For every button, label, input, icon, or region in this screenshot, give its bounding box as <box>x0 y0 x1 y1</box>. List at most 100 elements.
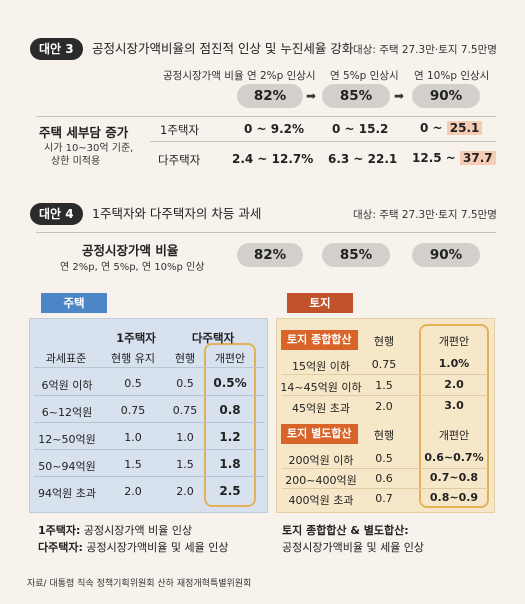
alt4-title: 1주택자와 다주택자의 차등 과세 <box>92 206 262 221</box>
house-h-std: 과세표준 <box>45 352 87 365</box>
note-multi: 다주택자: 공정시장가액비율 및 세율 인상 <box>38 541 229 554</box>
ratio-note: 연 2%p, 연 5%p, 연 10%p 인상 <box>60 262 205 273</box>
house-row-reform: 0.5% <box>213 376 247 390</box>
land-comp-std: 45억원 초과 <box>292 402 350 415</box>
burden-note-1: 시가 10~30억 기준, <box>44 143 134 154</box>
land-comp-current: 1.5 <box>375 379 393 392</box>
one-10p: 0 ~ 25.1 <box>420 121 483 135</box>
multi-5p: 6.3 ~ 22.1 <box>328 152 398 166</box>
house-table <box>29 318 268 513</box>
land-sep-reform: 0.7~0.8 <box>429 471 479 484</box>
land-h-current: 현행 <box>373 335 395 348</box>
land-comp-tag: 토지 종합합산 <box>281 330 358 350</box>
land-comp-current: 0.75 <box>371 358 397 371</box>
divider <box>282 395 488 396</box>
multi-2p: 2.4 ~ 12.7% <box>232 152 314 166</box>
house-row-current: 1.5 <box>176 458 194 471</box>
land-sep-std: 200억원 이하 <box>288 454 354 467</box>
alt3-title: 공정시장가액비율의 점진적 인상 및 누진세율 강화 <box>92 41 354 56</box>
land-comp-current: 2.0 <box>375 400 393 413</box>
alt3-col-header-2: 연 5%p 인상시 <box>330 70 399 82</box>
land-reform-outline <box>419 324 489 508</box>
one-10p-highlight: 25.1 <box>446 121 483 135</box>
alt3-pill-82: 82% <box>237 84 303 108</box>
alt3-col-header-3: 연 10%p 인상시 <box>414 70 490 82</box>
house-h-multi: 다주택자 <box>191 331 235 345</box>
land-sep-tag: 토지 별도합산 <box>281 424 358 444</box>
divider <box>36 116 496 117</box>
divider <box>34 422 264 423</box>
alt4-pill-85: 85% <box>322 243 390 267</box>
alt3-pill-85: 85% <box>322 84 390 108</box>
house-h-keep: 현행 유지 <box>111 352 155 365</box>
divider <box>282 468 488 469</box>
source: 자료/ 대통령 직속 정책기획위원회 산하 재정개혁특별위원회 <box>27 579 252 589</box>
alt4-target: 대상: 주택 27.3만·토지 7.5만명 <box>353 209 497 221</box>
house-h-current: 현행 <box>174 352 196 365</box>
burden-title: 주택 세부담 증가 <box>39 125 129 140</box>
divider <box>34 395 264 396</box>
alt4-pill-90: 90% <box>412 243 480 267</box>
land-table <box>276 318 495 513</box>
divider <box>282 488 488 489</box>
house-row-reform: 2.5 <box>219 484 241 498</box>
note-land-label: 토지 종합합산 & 별도합산: <box>282 524 409 537</box>
alt3-col-header-1: 공정시장가액 비율 연 2%p 인상시 <box>163 70 316 82</box>
land-sep-current: 0.6 <box>375 472 393 485</box>
house-row-current: 2.0 <box>176 485 194 498</box>
land-comp-reform: 2.0 <box>444 378 464 391</box>
house-row-keep: 1.0 <box>124 431 142 444</box>
one-2p: 0 ~ 9.2% <box>244 122 305 136</box>
alt3-pill-90: 90% <box>412 84 480 108</box>
divider <box>150 141 496 142</box>
divider <box>36 232 496 233</box>
land-sep-h-current: 현행 <box>373 429 395 442</box>
house-row-std: 6~12억원 <box>41 406 93 419</box>
house-tag: 주택 <box>41 293 107 313</box>
house-row-keep: 0.5 <box>124 377 142 390</box>
land-sep-reform: 0.8~0.9 <box>429 491 479 504</box>
divider <box>34 476 264 477</box>
alt4-badge: 대안 4 <box>30 203 83 225</box>
row-label-multi: 다주택자 <box>158 153 201 167</box>
land-h-reform: 개편안 <box>438 335 470 348</box>
land-sep-current: 0.5 <box>375 452 393 465</box>
land-sep-h-reform: 개편안 <box>438 429 470 442</box>
land-comp-reform: 3.0 <box>444 399 464 412</box>
land-sep-reform: 0.6~0.7% <box>424 451 484 464</box>
house-row-current: 1.0 <box>176 431 194 444</box>
land-sep-std: 200~400억원 <box>285 474 357 487</box>
house-row-current: 0.5 <box>176 377 194 390</box>
one-5p: 0 ~ 15.2 <box>332 122 389 136</box>
house-row-reform: 0.8 <box>219 403 241 417</box>
land-comp-std: 14~45억원 이하 <box>280 381 362 394</box>
note-land-text: 공정시장가액비율 및 세율 인상 <box>282 541 425 554</box>
house-row-keep: 1.5 <box>124 458 142 471</box>
divider <box>34 367 264 368</box>
alt3-badge: 대안 3 <box>30 38 83 60</box>
house-row-reform: 1.2 <box>219 430 241 444</box>
house-row-std: 12~50억원 <box>38 433 96 446</box>
land-comp-std: 15억원 이하 <box>292 360 350 373</box>
house-row-keep: 2.0 <box>124 485 142 498</box>
arrow-right-icon: ➡ <box>394 89 405 103</box>
row-label-one: 1주택자 <box>160 123 200 137</box>
house-row-std: 50~94억원 <box>38 460 96 473</box>
multi-10p-highlight: 37.7 <box>460 151 496 165</box>
house-row-reform: 1.8 <box>219 457 241 471</box>
land-sep-current: 0.7 <box>375 492 393 505</box>
note-one: 1주택자: 공정시장가액 비율 인상 <box>38 524 193 537</box>
multi-10p: 12.5 ~ 37.7 <box>412 151 496 165</box>
land-tag: 토지 <box>287 293 353 313</box>
land-sep-std: 400억원 초과 <box>288 494 354 507</box>
house-reform-outline <box>204 343 256 507</box>
arrow-right-icon: ➡ <box>306 89 317 103</box>
house-row-keep: 0.75 <box>120 404 146 417</box>
divider <box>282 374 488 375</box>
alt4-pill-82: 82% <box>237 243 303 267</box>
house-row-current: 0.75 <box>172 404 198 417</box>
divider <box>34 449 264 450</box>
house-h-reform: 개편안 <box>214 352 246 365</box>
house-row-std: 94억원 초과 <box>38 487 96 500</box>
ratio-title: 공정시장가액 비율 <box>82 243 179 258</box>
